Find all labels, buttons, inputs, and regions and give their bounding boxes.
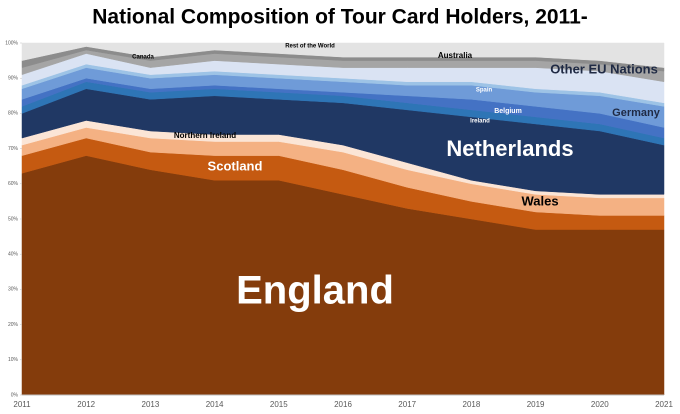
x-tick-label: 2021 bbox=[655, 400, 673, 409]
y-tick-label: 70% bbox=[8, 146, 19, 152]
series-label: Northern Ireland bbox=[174, 131, 236, 140]
series-label: Ireland bbox=[470, 119, 490, 125]
y-tick-label: 10% bbox=[8, 357, 19, 363]
x-tick-label: 2014 bbox=[206, 400, 224, 409]
series-label: England bbox=[236, 269, 394, 313]
x-tick-label: 2020 bbox=[591, 400, 609, 409]
y-tick-label: 80% bbox=[8, 111, 19, 117]
y-tick-label: 100% bbox=[5, 40, 18, 46]
y-tick-label: 0% bbox=[11, 392, 19, 398]
x-tick-label: 2018 bbox=[463, 400, 481, 409]
y-tick-label: 40% bbox=[8, 252, 19, 258]
x-tick-label: 2012 bbox=[77, 400, 95, 409]
x-tick-label: 2015 bbox=[270, 400, 288, 409]
series-label: Germany bbox=[612, 107, 661, 119]
series-label: Netherlands bbox=[446, 136, 573, 161]
y-tick-label: 90% bbox=[8, 76, 19, 82]
y-tick-label: 60% bbox=[8, 181, 19, 187]
y-tick-label: 30% bbox=[8, 287, 19, 293]
series-label: Canada bbox=[132, 55, 154, 61]
x-tick-label: 2013 bbox=[142, 400, 160, 409]
series-label: Other EU Nations bbox=[550, 61, 658, 76]
series-label: Wales bbox=[521, 193, 558, 208]
x-tick-label: 2016 bbox=[334, 400, 352, 409]
x-tick-label: 2011 bbox=[13, 400, 31, 409]
series-label: Scotland bbox=[208, 158, 263, 173]
series-label: Australia bbox=[438, 51, 473, 60]
y-tick-label: 50% bbox=[8, 216, 19, 222]
x-tick-label: 2019 bbox=[527, 400, 545, 409]
chart-title: National Composition of Tour Card Holder… bbox=[92, 6, 588, 29]
y-tick-label: 20% bbox=[8, 322, 19, 328]
series-label: Belgium bbox=[494, 108, 522, 115]
series-label: Rest of the World bbox=[285, 44, 335, 50]
x-tick-label: 2017 bbox=[398, 400, 416, 409]
area bbox=[21, 42, 665, 68]
series-label: Spain bbox=[476, 88, 493, 94]
